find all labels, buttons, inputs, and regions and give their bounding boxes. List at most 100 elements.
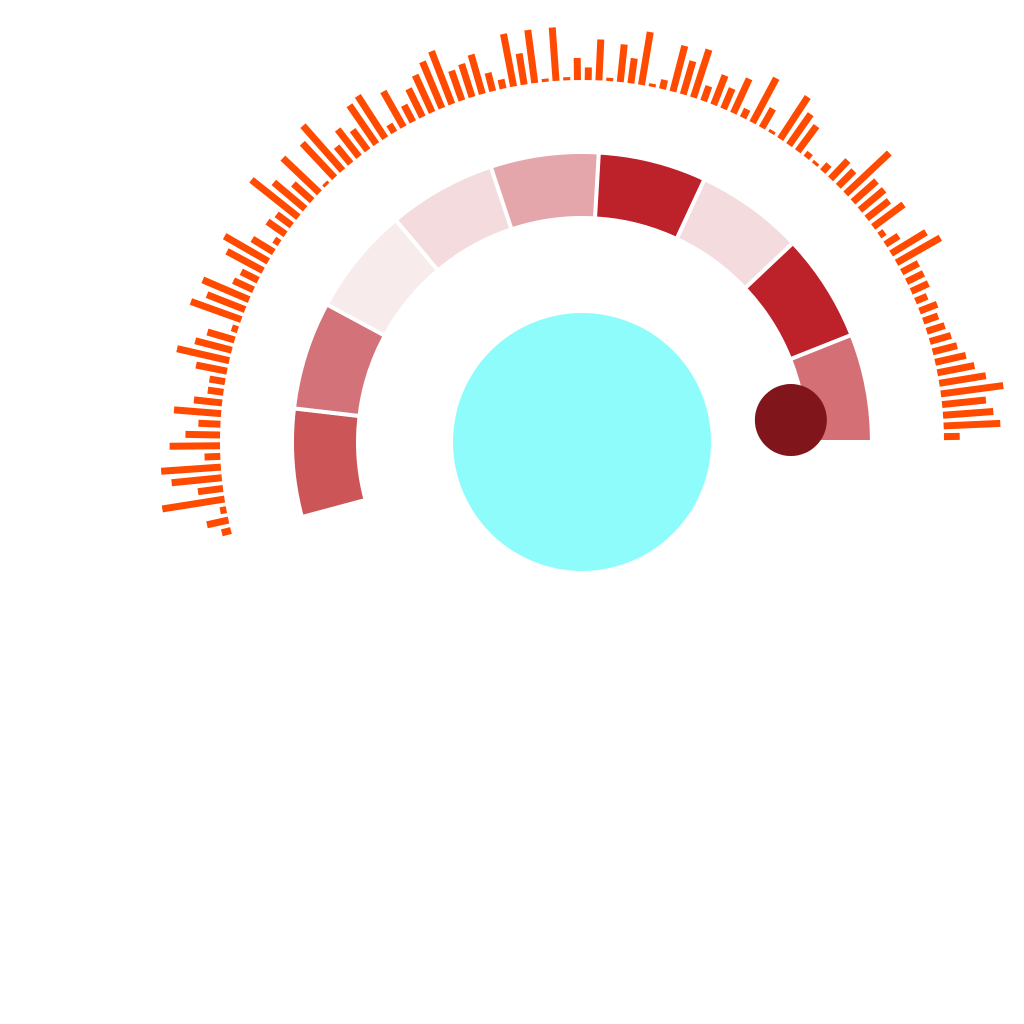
radial-bar xyxy=(274,211,294,229)
radial-bar xyxy=(828,158,851,182)
radial-bar xyxy=(940,382,1004,398)
center-circle xyxy=(453,313,711,571)
radial-bar xyxy=(173,406,222,418)
radial-bar xyxy=(794,123,820,154)
radial-bar xyxy=(271,179,308,212)
radial-bar xyxy=(857,187,887,213)
radial-bar xyxy=(811,159,820,167)
radial-bar xyxy=(627,57,638,84)
radial-bar xyxy=(322,180,330,188)
radial-bar xyxy=(458,63,476,99)
radial-bar xyxy=(768,128,776,136)
radial-bar xyxy=(400,103,416,124)
radial-bar xyxy=(419,60,446,110)
radial-bar xyxy=(900,260,921,276)
radial-bar xyxy=(208,375,226,386)
radial-bar xyxy=(265,218,288,238)
radial-bar xyxy=(669,44,689,93)
radial-bar xyxy=(280,155,322,196)
radial-bar xyxy=(700,85,713,103)
radial-bar xyxy=(411,73,436,114)
radial-bar xyxy=(220,527,232,537)
radial-bar xyxy=(250,235,276,256)
radial-bar xyxy=(160,463,222,475)
radial-bar xyxy=(850,178,879,205)
radial-bar xyxy=(659,79,669,90)
radial-bar xyxy=(299,140,338,181)
radial-bar xyxy=(803,150,813,161)
radial-bar xyxy=(936,362,976,377)
radial-bar xyxy=(161,495,226,513)
radial-bar xyxy=(941,396,987,409)
radial-bar xyxy=(648,83,657,88)
radial-bar xyxy=(938,372,987,387)
radial-bar xyxy=(193,396,223,407)
radial-bar xyxy=(484,72,497,93)
radial-bar xyxy=(448,69,466,102)
radial-bar xyxy=(931,342,958,356)
radial-bar xyxy=(616,44,628,83)
radial-bar xyxy=(176,345,231,365)
radial-bar xyxy=(185,430,221,439)
radial-bar xyxy=(405,87,426,119)
radial-bar xyxy=(758,107,776,130)
radial-bar xyxy=(354,93,389,141)
radial-bar xyxy=(777,94,811,141)
radial-bar xyxy=(206,328,236,344)
radial-bar xyxy=(300,123,346,173)
radial-bar xyxy=(843,150,892,197)
radial-bar xyxy=(720,87,736,111)
radial-bar xyxy=(197,484,224,496)
radial-bar xyxy=(835,168,857,189)
radial-bar xyxy=(222,233,271,265)
radial-bar xyxy=(207,386,224,396)
radial-bar xyxy=(205,291,247,313)
radial-bar-series xyxy=(160,27,1004,537)
radial-bar xyxy=(349,127,371,153)
radial-bar xyxy=(198,419,221,428)
radial-bar xyxy=(189,298,243,323)
radial-bar xyxy=(690,48,713,99)
radial-bar xyxy=(864,198,892,222)
radial-bar xyxy=(346,103,380,147)
radial-bar xyxy=(871,201,906,230)
radial-bar xyxy=(922,312,940,325)
radial-bar xyxy=(905,270,926,285)
radial-bar xyxy=(595,39,605,81)
radial-bar xyxy=(169,442,221,450)
radial-bar xyxy=(386,122,398,135)
heat-ring-segment xyxy=(290,406,369,520)
radial-bar xyxy=(497,78,507,90)
radial-bar xyxy=(889,229,928,257)
radial-bar xyxy=(934,351,967,366)
radial-bar xyxy=(249,177,301,220)
radial-bar xyxy=(380,89,407,129)
radial-bar xyxy=(230,324,239,334)
radial-bar xyxy=(925,322,946,335)
radial-bar xyxy=(171,474,223,487)
radial-bar xyxy=(272,236,282,247)
radial-bar xyxy=(942,408,994,419)
radial-bar xyxy=(883,232,901,248)
radial-bar xyxy=(943,419,1001,430)
radial-bar xyxy=(914,293,929,305)
radial-bar xyxy=(334,127,362,159)
radial-bar xyxy=(204,452,221,461)
radial-bar xyxy=(739,107,751,120)
radial-bar xyxy=(928,332,952,345)
radial-bar xyxy=(710,74,729,107)
radial-bar xyxy=(679,60,697,96)
radial-bar xyxy=(225,248,265,274)
radial-bar xyxy=(786,112,814,148)
radial-bar xyxy=(291,181,315,204)
radial-bar xyxy=(195,361,228,375)
radial-bar xyxy=(548,27,560,82)
radial-bar xyxy=(877,229,887,239)
radial-bar xyxy=(820,162,832,174)
radial-bar xyxy=(749,76,780,125)
radial-bar xyxy=(638,31,654,86)
radial-bar xyxy=(909,280,930,295)
radial-bar xyxy=(333,144,354,166)
radial-bar xyxy=(219,506,228,515)
